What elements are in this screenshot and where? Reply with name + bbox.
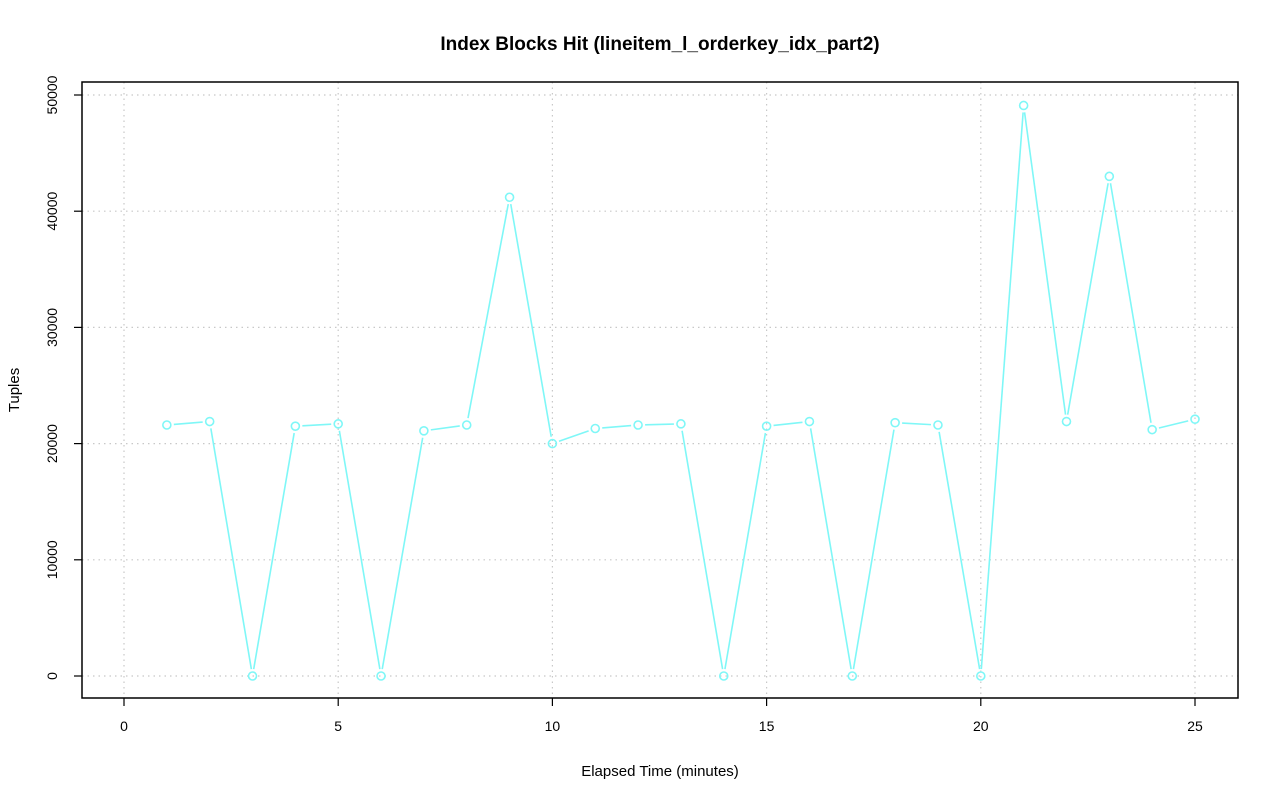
- data-point: [718, 671, 729, 681]
- data-point: [1061, 416, 1072, 427]
- y-tick-label: 50000: [44, 75, 60, 114]
- data-point: [1018, 100, 1029, 111]
- x-tick-label: 15: [759, 718, 775, 734]
- series-line-segment: [724, 432, 767, 670]
- series-line-segment: [509, 204, 552, 437]
- data-point: [1104, 171, 1115, 182]
- x-tick-label: 10: [545, 718, 561, 734]
- series-line-segment: [252, 432, 295, 670]
- series-line-segment: [1158, 420, 1189, 429]
- series-line-segment: [980, 112, 1024, 670]
- series-line-segment: [430, 425, 460, 431]
- data-point: [376, 671, 386, 681]
- series-layer: [162, 100, 1200, 681]
- data-point: [247, 671, 258, 681]
- y-tick-label: 0: [44, 672, 60, 680]
- data-point: [290, 421, 301, 431]
- data-point: [1190, 414, 1200, 424]
- series-line-segment: [1109, 183, 1152, 423]
- data-point: [162, 420, 172, 430]
- series-line-segment: [602, 424, 632, 429]
- series-line-segment: [467, 203, 510, 419]
- series-line-segment: [681, 430, 724, 670]
- data-point: [975, 671, 986, 681]
- series-line-segment: [1023, 112, 1067, 415]
- series-line-segment: [852, 429, 895, 670]
- series-line-segment: [558, 430, 589, 443]
- y-tick-label: 40000: [44, 192, 60, 231]
- data-point: [890, 417, 900, 428]
- series-line-segment: [809, 428, 852, 670]
- series-line-segment: [938, 431, 981, 670]
- data-point: [933, 420, 943, 430]
- x-axis-label: Elapsed Time (minutes): [581, 763, 739, 780]
- series-line-segment: [302, 423, 332, 427]
- series-line-segment: [381, 437, 424, 670]
- y-tick-label: 20000: [44, 424, 60, 463]
- data-point: [633, 420, 643, 430]
- y-tick-label: 30000: [44, 308, 60, 347]
- data-point: [504, 192, 515, 203]
- data-point: [590, 423, 601, 434]
- data-point: [1147, 424, 1157, 435]
- x-tick-label: 0: [120, 718, 128, 734]
- data-point: [804, 416, 815, 427]
- plot-frame: [81, 81, 1239, 699]
- data-point: [204, 416, 215, 427]
- series-line-segment: [645, 423, 674, 426]
- data-point: [676, 419, 686, 429]
- y-axis-label: Tuples: [6, 368, 23, 412]
- y-tick-label: 10000: [44, 540, 60, 579]
- series-line-segment: [210, 428, 253, 670]
- x-tick-label: 20: [973, 718, 989, 734]
- data-point: [461, 420, 472, 430]
- series-line-segment: [902, 422, 932, 426]
- series-line-segment: [1066, 183, 1109, 415]
- data-point: [333, 419, 344, 429]
- series-line-segment: [773, 421, 803, 427]
- data-point: [761, 421, 772, 431]
- series-line-segment: [173, 421, 203, 426]
- data-point: [847, 671, 858, 681]
- grid: [82, 82, 1238, 698]
- data-point: [547, 438, 558, 449]
- x-tick-label: 25: [1187, 718, 1203, 734]
- series-line-segment: [338, 430, 381, 670]
- chart-title: Index Blocks Hit (lineitem_l_orderkey_id…: [440, 34, 879, 55]
- x-axis: 0 5 10 15 20 25: [120, 698, 1203, 734]
- x-tick-label: 5: [334, 718, 342, 734]
- data-point: [419, 426, 429, 436]
- y-axis: 0 10000 20000 30000 40000 50000: [44, 75, 82, 680]
